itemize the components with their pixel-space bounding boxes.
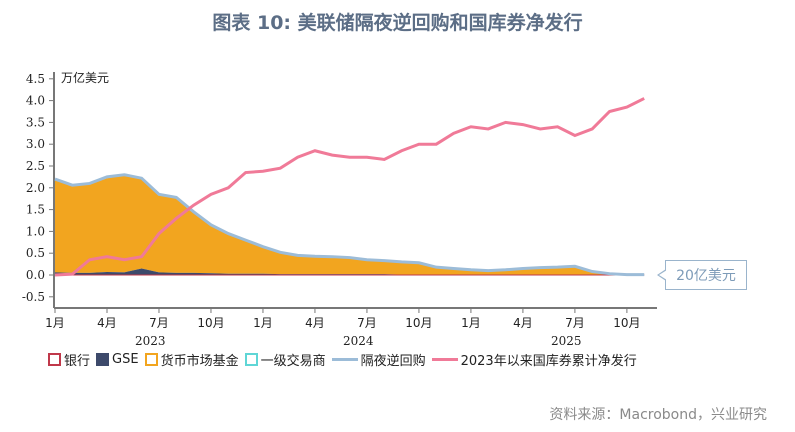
legend-item-bank: 银行 (48, 350, 90, 369)
y-axis-label: 万亿美元 (61, 70, 109, 85)
legend-label: 隔夜逆回购 (360, 354, 426, 369)
callout-annotation: 20亿美元 (657, 260, 747, 290)
legend-item-rrp: 隔夜逆回购 (331, 350, 426, 369)
source-note: 资料来源：Macrobond，兴业研究 (549, 407, 767, 423)
x-tick-label: 1月 (45, 316, 65, 330)
y-tick-label: 0.5 (26, 246, 45, 260)
gse-area (55, 268, 645, 275)
legend-item-tbill: 2023年以来国库券累计净发行 (431, 350, 637, 369)
y-tick-label: -0.5 (22, 290, 45, 304)
rrp-swatch (331, 358, 358, 361)
y-tick-label: 3.5 (26, 115, 45, 129)
x-tick-label: 4月 (513, 316, 533, 330)
chart-title: 图表 10: 美联储隔夜逆回购和国库券净发行 (212, 12, 583, 34)
legend-item-dealer: 一级交易商 (244, 350, 326, 369)
legend-label: 2023年以来国库券累计净发行 (460, 354, 637, 369)
x-tick-label: 4月 (305, 316, 325, 330)
legend-label: GSE (112, 352, 139, 367)
year-label: 2024 (343, 334, 374, 348)
y-tick-label: 2.5 (26, 159, 45, 173)
y-tick-label: 2.0 (26, 181, 45, 195)
x-tick-label: 4月 (97, 316, 117, 330)
x-tick-label: 1月 (461, 316, 481, 330)
y-tick-label: 1.5 (26, 203, 45, 217)
rrp-line (54, 173, 645, 277)
legend-label: 货币市场基金 (160, 354, 239, 369)
dealer-swatch (244, 353, 258, 366)
y-tick-label: 4.0 (26, 94, 45, 108)
y-tick-label: 3.0 (26, 137, 45, 151)
legend-item-mmf: 货币市场基金 (144, 350, 239, 369)
x-tick-label: 10月 (613, 316, 640, 330)
x-tick-label: 10月 (405, 316, 432, 330)
x-tick-label: 10月 (197, 316, 224, 330)
gse-swatch (96, 353, 110, 366)
mmf-area (55, 175, 645, 275)
mmf-swatch (144, 353, 158, 366)
legend: 银行 GSE 货币市场基金 一级交易商 隔夜逆回购 2023年以来国库券累计净发… (48, 350, 637, 369)
y-tick-label: 1.0 (26, 224, 45, 238)
bank-swatch (48, 353, 61, 366)
legend-label: 一级交易商 (260, 354, 326, 369)
legend-label: 银行 (64, 354, 91, 369)
y-tick-label: 0.0 (26, 268, 45, 282)
year-label: 2025 (551, 334, 582, 348)
x-tick-label: 7月 (357, 316, 377, 330)
tbill-line (54, 97, 645, 277)
year-label: 2023 (135, 334, 166, 348)
y-tick-label: 4.5 (26, 72, 45, 86)
x-tick-label: 7月 (149, 316, 169, 330)
tbill-swatch (431, 358, 458, 361)
legend-item-gse: GSE (96, 352, 139, 367)
x-tick-label: 1月 (253, 316, 273, 330)
x-tick-label: 7月 (565, 316, 585, 330)
